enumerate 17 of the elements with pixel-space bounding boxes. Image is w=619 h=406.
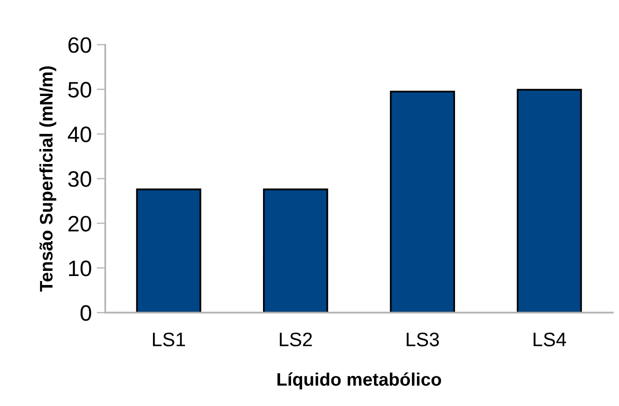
x-tick-label: LS3 — [406, 332, 439, 346]
y-tick-label: 40 — [68, 126, 92, 142]
y-tick-label: 0 — [80, 305, 92, 321]
bar — [516, 88, 582, 313]
bar — [263, 188, 328, 313]
x-tick-label: LS4 — [534, 332, 566, 346]
y-tick-label: 50 — [68, 82, 92, 98]
y-axis-title: Tensão Superficial (mN/m) — [39, 66, 56, 292]
y-tick-label: 30 — [68, 171, 92, 187]
y-tick-label: 60 — [68, 37, 92, 53]
x-axis-title: Líquido metabólico — [277, 372, 442, 390]
bar — [136, 188, 202, 313]
x-tick-label: LS1 — [152, 332, 186, 346]
y-tick-label: 10 — [69, 260, 92, 276]
y-tick-label: 20 — [68, 216, 92, 232]
x-tick-label: LS2 — [280, 332, 312, 346]
bar — [390, 90, 456, 313]
